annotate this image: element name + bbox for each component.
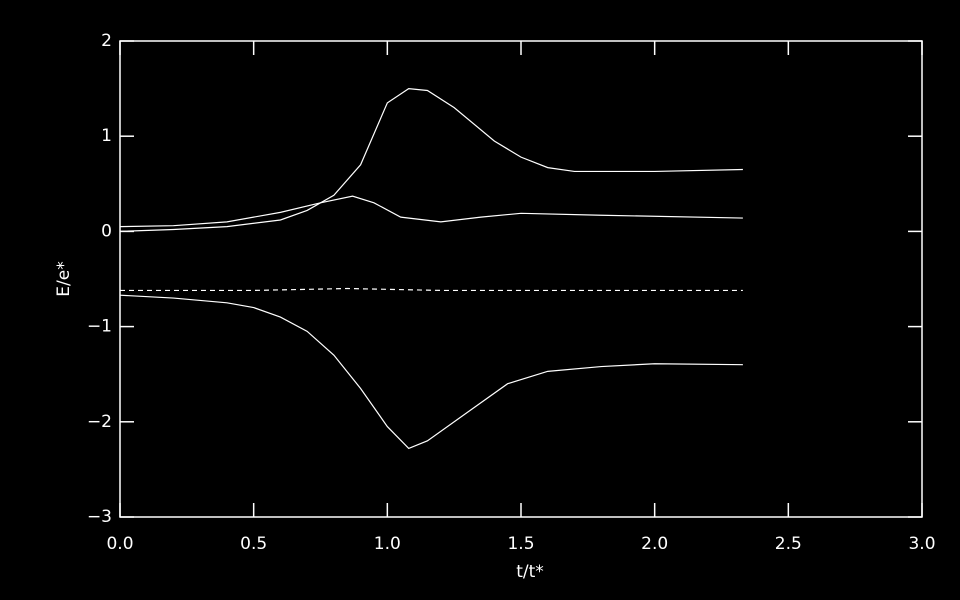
data-line [120, 287, 743, 292]
data-line [119, 195, 743, 228]
x-tick-label: 1.0 [374, 534, 401, 554]
y-tick-label: −3 [87, 507, 112, 527]
data-line [119, 87, 743, 232]
y-tick-label: −1 [87, 317, 112, 337]
x-tick-label: 1.5 [507, 534, 534, 554]
x-tick-label: 2.5 [775, 534, 802, 554]
x-tick-label: 2.0 [641, 534, 668, 554]
y-axis-label: E/e* [54, 261, 74, 296]
y-tick-label: 1 [101, 126, 112, 146]
x-axis-label: t/t* [516, 562, 544, 582]
data-line [119, 294, 743, 450]
y-tick-label: 2 [101, 31, 112, 51]
x-tick-label: 0.5 [240, 534, 267, 554]
y-tick-label: −2 [87, 412, 112, 432]
x-tick-label: 3.0 [908, 534, 935, 554]
x-tick-label: 0.0 [106, 534, 133, 554]
y-tick-label: 0 [101, 221, 112, 241]
